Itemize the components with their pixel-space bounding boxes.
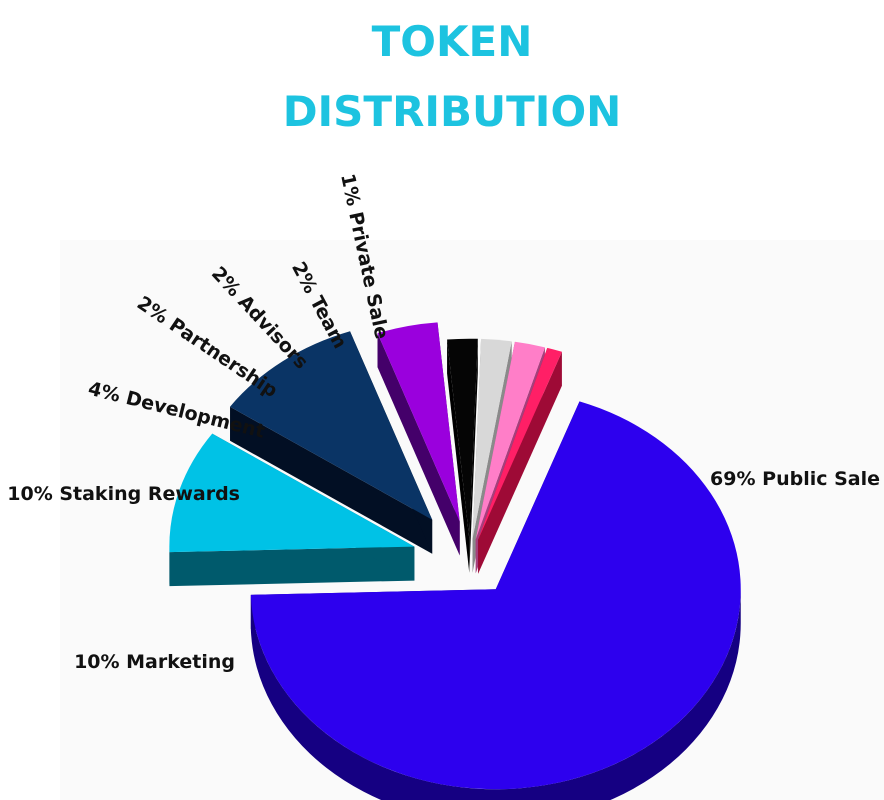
slice-wall (478, 351, 562, 574)
slice-wall (377, 333, 460, 556)
pie-slice (230, 331, 433, 520)
pie-slice (250, 401, 741, 790)
slice-side (447, 338, 478, 573)
slice-wall (169, 546, 415, 587)
pie-slice (472, 338, 512, 539)
slice-label: 10% Marketing (74, 651, 235, 673)
pie-slice (478, 347, 562, 540)
pie-slice (377, 322, 460, 522)
pie-slice (475, 341, 545, 540)
slice-tops (169, 322, 741, 790)
pie-slice (447, 338, 478, 539)
pie-slice (169, 433, 415, 553)
chart-title-line-2: DISTRIBUTION (283, 87, 622, 136)
slice-label: 69% Public Sale (710, 468, 880, 490)
slice-label: 10% Staking Rewards (7, 483, 240, 505)
slice-wall (469, 338, 478, 573)
slice-label: 2% Team (287, 258, 351, 352)
slice-wall (447, 339, 470, 573)
slice-wall (230, 406, 433, 554)
slice-label: 1% Private Sale (336, 172, 393, 341)
chart-title-line-1: TOKEN (372, 17, 533, 66)
